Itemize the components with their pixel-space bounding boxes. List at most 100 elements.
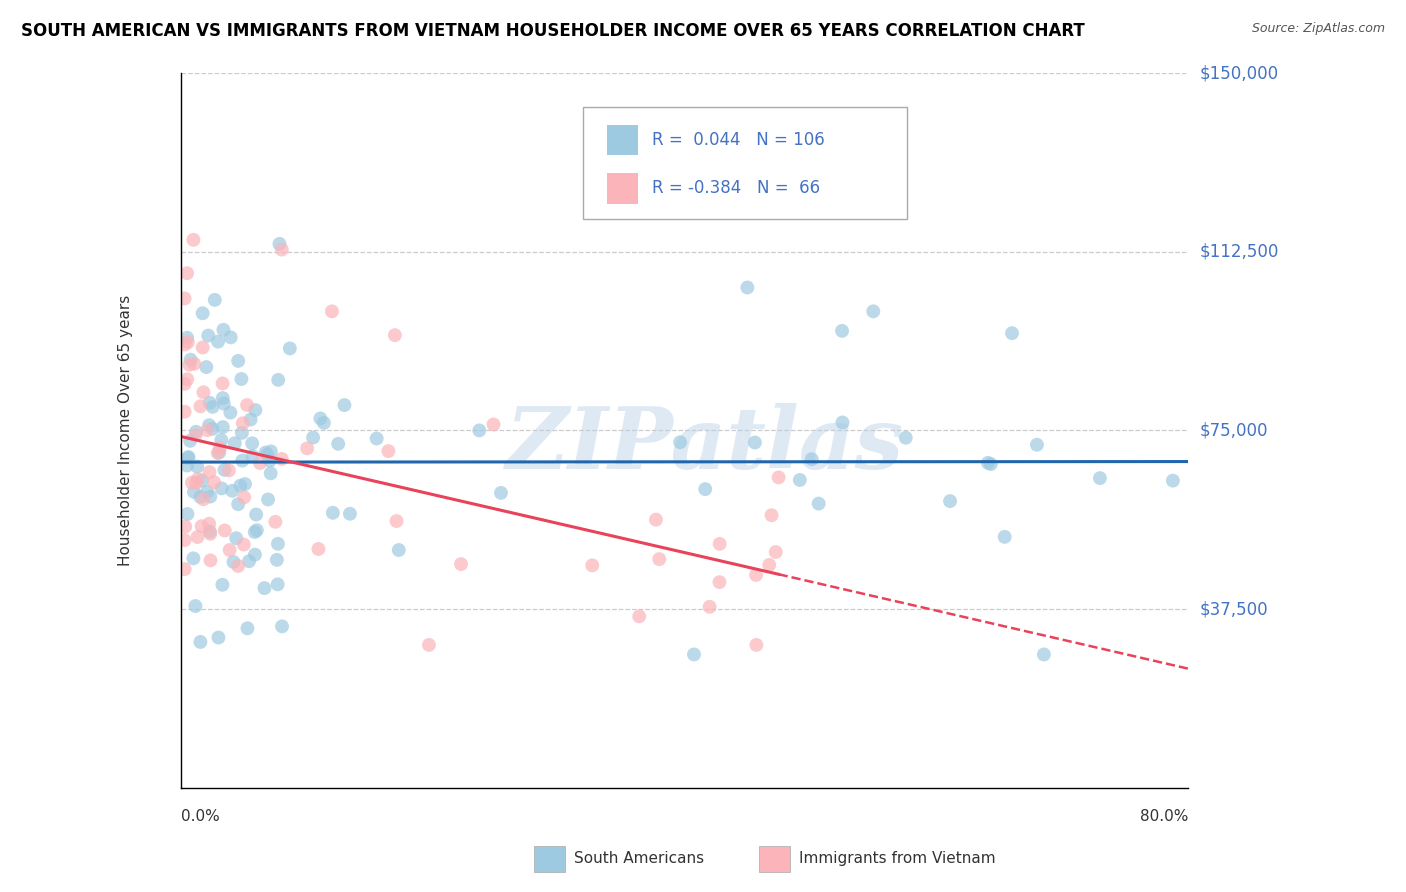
Point [183, 551, 205, 566]
Point [232, 416, 254, 430]
Point [190, 635, 212, 649]
Point [744, 435, 766, 450]
Point [278, 342, 301, 356]
Point [862, 304, 884, 318]
Text: $75,000: $75,000 [1199, 421, 1268, 440]
Point [249, 456, 271, 470]
Point [266, 553, 288, 567]
Point [176, 458, 198, 473]
Point [211, 391, 233, 405]
Point [209, 433, 232, 447]
Point [295, 442, 318, 456]
Point [232, 537, 254, 551]
Point [226, 559, 249, 574]
Point [222, 555, 245, 569]
Point [208, 445, 231, 459]
Point [207, 334, 229, 349]
Text: Householder Income Over 65 years: Householder Income Over 65 years [118, 295, 134, 566]
Point [243, 548, 266, 562]
Point [628, 609, 651, 624]
Point [328, 437, 350, 451]
Point [188, 490, 211, 504]
Point [186, 530, 208, 544]
Point [236, 398, 259, 412]
Point [758, 558, 780, 572]
Point [683, 648, 706, 662]
Point [219, 330, 242, 344]
Text: 0.0%: 0.0% [181, 809, 219, 824]
Point [245, 403, 267, 417]
Point [831, 416, 853, 430]
Point [269, 236, 291, 251]
Point [229, 478, 252, 492]
Point [939, 494, 962, 508]
Point [709, 537, 731, 551]
Point [260, 467, 283, 481]
Point [321, 304, 343, 318]
Point [1161, 474, 1184, 488]
Point [1026, 438, 1049, 452]
Point [214, 463, 236, 477]
Point [270, 451, 292, 466]
Text: 80.0%: 80.0% [1140, 809, 1188, 824]
Point [831, 324, 853, 338]
Point [388, 543, 411, 558]
Text: Source: ZipAtlas.com: Source: ZipAtlas.com [1251, 22, 1385, 36]
Point [195, 423, 218, 437]
Text: $37,500: $37,500 [1199, 600, 1268, 618]
Point [173, 337, 195, 351]
Point [333, 398, 356, 412]
Point [648, 552, 671, 566]
Point [745, 638, 768, 652]
Point [198, 524, 221, 539]
Point [270, 243, 292, 257]
Point [768, 470, 790, 484]
Point [977, 456, 1000, 470]
Point [307, 541, 329, 556]
Point [231, 425, 253, 440]
Point [489, 486, 512, 500]
Point [198, 516, 221, 531]
Point [761, 508, 783, 523]
Point [260, 444, 283, 458]
Point [221, 483, 243, 498]
Point [183, 357, 205, 371]
Point [173, 562, 195, 576]
Point [177, 451, 200, 466]
Point [366, 432, 388, 446]
Point [226, 497, 249, 511]
Point [195, 360, 218, 375]
Point [482, 417, 505, 432]
Point [267, 373, 290, 387]
Point [1001, 326, 1024, 341]
Point [201, 400, 224, 414]
Point [173, 405, 195, 419]
Point [271, 619, 294, 633]
Point [807, 497, 830, 511]
Point [240, 436, 263, 450]
Point [214, 524, 236, 538]
Text: Immigrants from Vietnam: Immigrants from Vietnam [799, 852, 995, 866]
Point [207, 631, 229, 645]
Point [200, 526, 222, 541]
Point [219, 406, 242, 420]
Point [204, 293, 226, 307]
Point [765, 545, 787, 559]
Point [193, 385, 215, 400]
Text: R =  0.044   N = 106: R = 0.044 N = 106 [652, 131, 825, 149]
Point [212, 396, 235, 410]
Point [179, 358, 201, 372]
Point [184, 428, 207, 442]
Point [183, 233, 205, 247]
Point [190, 519, 212, 533]
Text: R = -0.384   N =  66: R = -0.384 N = 66 [652, 179, 821, 197]
Point [238, 554, 260, 568]
Point [187, 472, 209, 486]
Point [231, 372, 253, 386]
Point [256, 448, 278, 462]
Point [267, 537, 290, 551]
Point [173, 292, 195, 306]
Point [184, 475, 207, 490]
Point [183, 484, 205, 499]
Point [980, 457, 1002, 471]
